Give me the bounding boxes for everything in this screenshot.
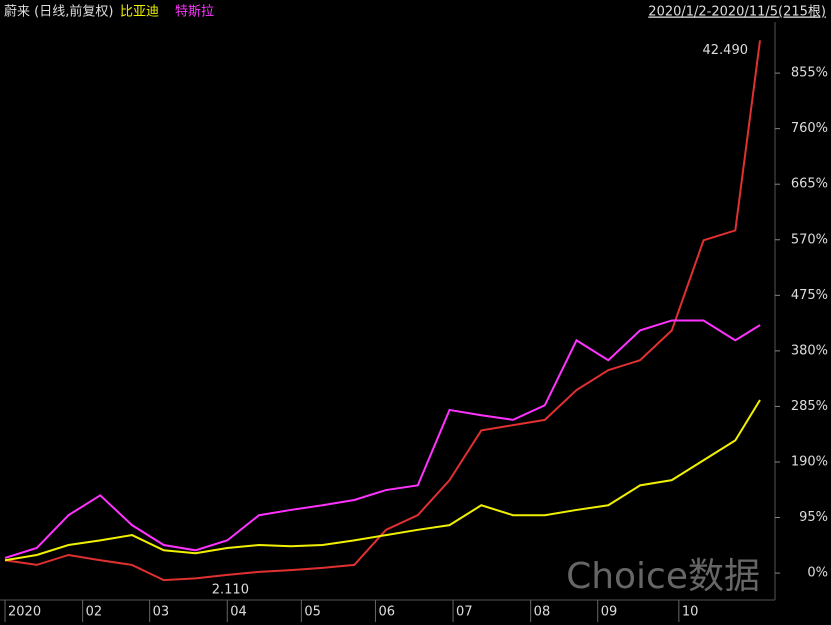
annotation: 42.490 bbox=[703, 43, 749, 58]
y-tick-label: 0% bbox=[807, 566, 828, 581]
annotation: 2.110 bbox=[212, 583, 249, 598]
x-tick-label: 03 bbox=[153, 605, 170, 620]
y-tick-label: 475% bbox=[791, 288, 828, 303]
x-tick-label: 07 bbox=[456, 605, 473, 620]
legend-entry: 比亚迪 bbox=[120, 5, 159, 20]
y-tick-label: 95% bbox=[799, 510, 828, 525]
y-tick-label: 285% bbox=[791, 399, 828, 414]
x-tick-label: 04 bbox=[230, 605, 247, 620]
y-tick-label: 380% bbox=[791, 343, 828, 358]
y-tick-label: 855% bbox=[791, 66, 828, 81]
x-tick-label: 2020 bbox=[8, 605, 41, 620]
watermark: Choice数据 bbox=[566, 556, 760, 597]
x-tick-label: 06 bbox=[378, 605, 395, 620]
y-tick-label: 760% bbox=[791, 121, 828, 136]
legend-entry: 特斯拉 bbox=[175, 5, 214, 20]
series-line bbox=[4, 319, 761, 559]
range-label: 2020/1/2-2020/11/5(215根) bbox=[648, 5, 826, 20]
y-tick-label: 570% bbox=[791, 232, 828, 247]
x-tick-label: 05 bbox=[304, 605, 321, 620]
y-tick-label: 190% bbox=[791, 454, 828, 469]
x-tick-label: 08 bbox=[534, 605, 551, 620]
x-tick-label: 02 bbox=[86, 605, 103, 620]
x-tick-label: 09 bbox=[601, 605, 618, 620]
x-tick-label: 10 bbox=[682, 605, 699, 620]
series-line bbox=[4, 399, 761, 562]
series-line bbox=[4, 40, 761, 582]
y-tick-label: 665% bbox=[791, 177, 828, 192]
chart-title: 蔚来 (日线,前复权) bbox=[4, 4, 113, 20]
